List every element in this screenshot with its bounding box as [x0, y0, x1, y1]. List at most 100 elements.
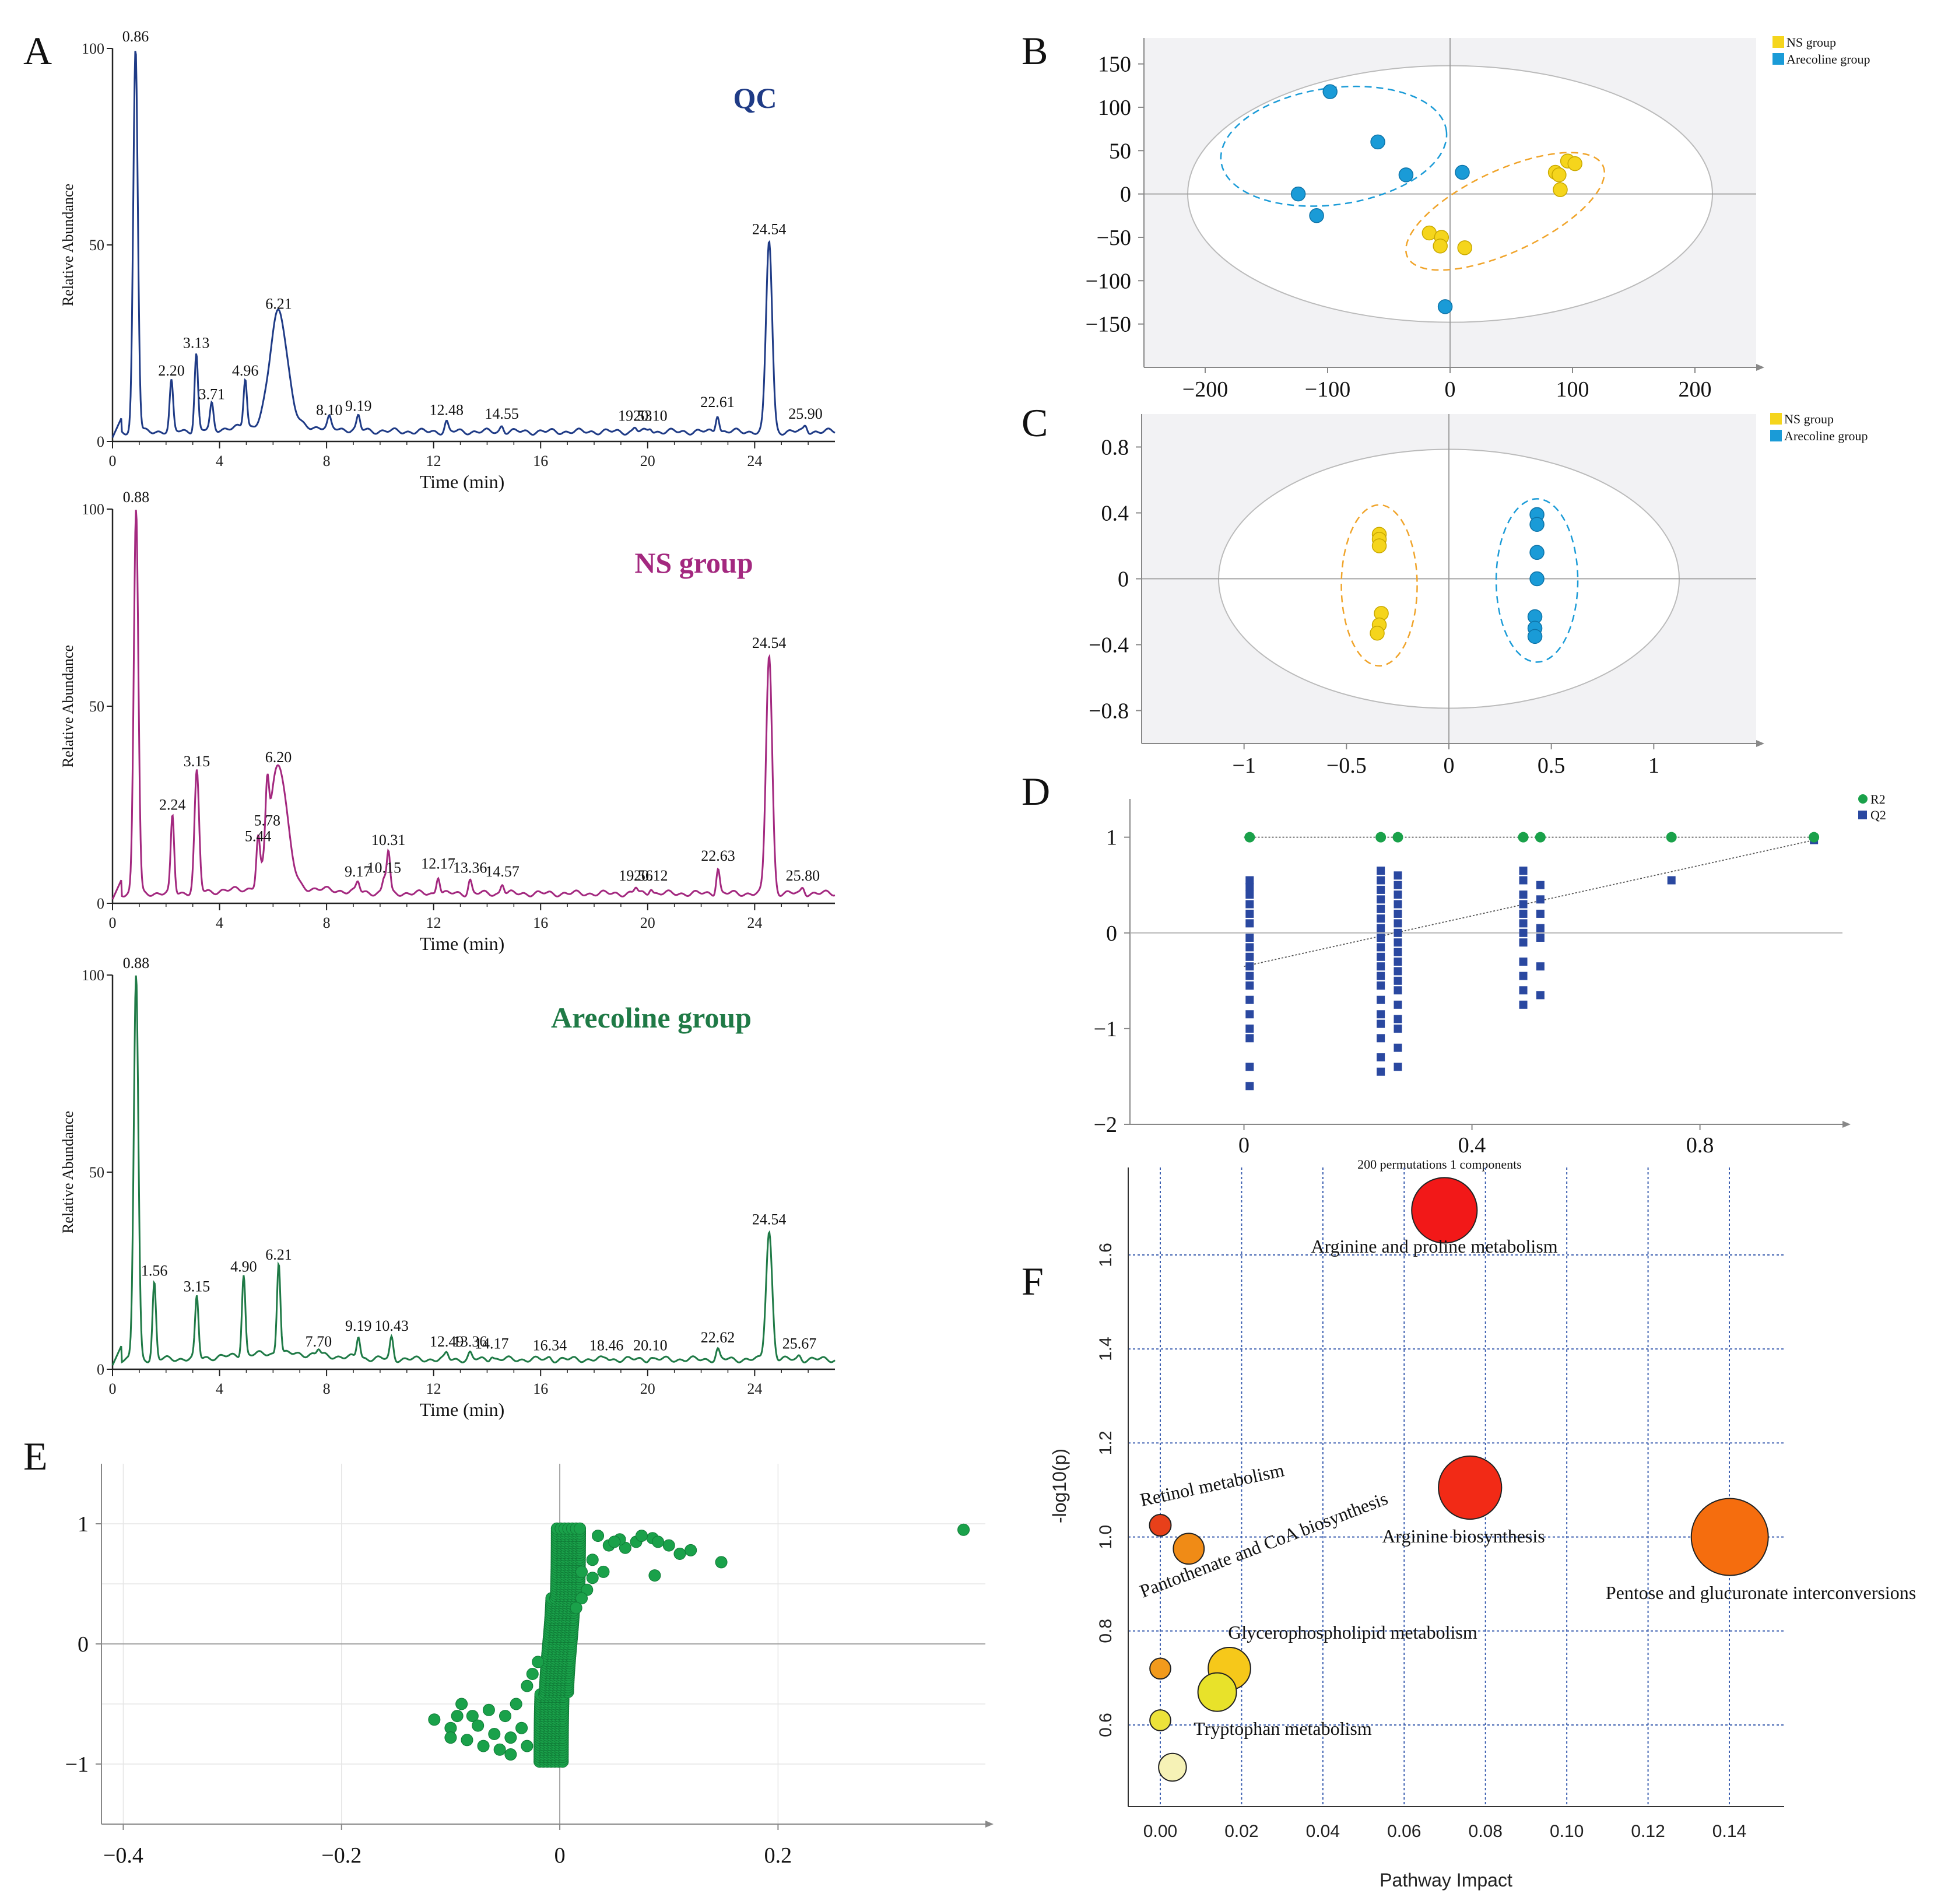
q2-point [1245, 952, 1254, 961]
loading-point [526, 1668, 539, 1680]
group-ellipse [1405, 152, 1606, 271]
loading-point [521, 1740, 533, 1752]
loading-point [428, 1713, 441, 1726]
peak-label: 10.31 [371, 832, 406, 848]
x-tick-label: 12 [426, 1380, 441, 1397]
chromatogram-3: 0 4 8 12 16 20 24 0 50 100 Time (min) Relative Abun… [59, 955, 836, 1420]
x-tick-label: 0 [554, 1843, 566, 1868]
x-tick-label: 16 [533, 1380, 548, 1397]
x-tick-label: −200 [1182, 377, 1228, 402]
q2-point [1394, 1000, 1402, 1009]
data-point [1322, 84, 1338, 99]
y-tick-label: 50 [89, 1164, 104, 1181]
chromatogram-title: QC [733, 82, 777, 114]
loading-point [466, 1710, 479, 1723]
q2-point [1377, 895, 1385, 904]
peak-label: 14.57 [485, 863, 520, 880]
q2-point [1394, 1015, 1402, 1023]
q2-point [1245, 890, 1254, 899]
legend-label: Arecoline group [1786, 52, 1870, 66]
r2-point [1666, 832, 1677, 843]
q2-point [1245, 1010, 1254, 1019]
y-tick-label: −50 [1097, 226, 1131, 250]
q2-point [1394, 909, 1402, 918]
chromatogram-2: 0 4 8 12 16 20 24 0 50 100 Time (min) Relative Abun… [59, 489, 836, 954]
x-tick-label: 0.12 [1631, 1822, 1665, 1841]
q2-point [1519, 890, 1528, 899]
chromatogram-title: NS group [634, 546, 753, 579]
peak-label: 22.62 [701, 1329, 735, 1346]
q2-point [1245, 981, 1254, 990]
q2-point [1519, 928, 1528, 937]
peak-label: 22.61 [700, 394, 735, 411]
peak-label: 9.19 [345, 1317, 372, 1334]
x-axis-title: Time (min) [420, 933, 505, 954]
loading-point [586, 1572, 599, 1584]
x-tick-label: 0 [109, 453, 117, 469]
loading-point [652, 1535, 665, 1548]
pathway-bubble [1149, 1709, 1171, 1731]
pathway-label: Arginine and proline metabolism [1311, 1236, 1557, 1257]
q2-point [1377, 924, 1385, 932]
q2-point [1377, 962, 1385, 971]
r2-point [1244, 832, 1255, 843]
loading-point [444, 1731, 457, 1744]
q2-point [1377, 943, 1385, 952]
x-tick-label: 100 [1556, 377, 1589, 402]
pathway-bubble [1411, 1177, 1478, 1244]
peak-label: 20.10 [633, 1337, 668, 1354]
q2-point [1394, 871, 1402, 880]
loading-point [635, 1530, 648, 1542]
x-axis-arrow [1842, 1121, 1851, 1128]
q2-point [1519, 986, 1528, 995]
q2-point [1245, 909, 1254, 918]
data-point [1370, 625, 1385, 641]
loading-point [504, 1731, 517, 1744]
x-tick-label: 0.8 [1686, 1133, 1714, 1158]
peak-label: 0.86 [122, 28, 149, 45]
peak-label: 12.48 [429, 401, 464, 418]
q2-point [1245, 972, 1254, 980]
data-point [1553, 182, 1568, 197]
q2-point [1377, 1034, 1385, 1043]
x-tick-label: 4 [216, 914, 223, 931]
r2-point [1375, 832, 1387, 843]
loading-point [455, 1698, 468, 1710]
x-tick-label: 0 [1445, 377, 1456, 402]
peak-label: 5.44 [245, 827, 272, 844]
panel-letter-c: C [1022, 401, 1048, 445]
peak-label: 8.10 [316, 401, 343, 418]
q2-point [1394, 986, 1402, 995]
loading-point [673, 1548, 686, 1560]
chromatogram-1: 0 4 8 12 16 20 24 0 50 100 Time (min) Relative Abun… [59, 28, 836, 492]
loading-point [570, 1601, 582, 1614]
chromatogram-trace [111, 51, 836, 438]
x-tick-label: 20 [640, 453, 655, 469]
q2-point [1394, 938, 1402, 947]
x-tick-label: −0.4 [103, 1843, 143, 1868]
legend-label: R2 [1870, 792, 1886, 807]
q2-point [1394, 948, 1402, 956]
s-plot: −0.4 −0.2 0 0.2 1 0 −1 [65, 1464, 994, 1868]
peak-label: 4.90 [230, 1258, 257, 1275]
y-tick-label: 100 [82, 967, 104, 984]
peak-label: 3.15 [184, 753, 210, 770]
pathway-bubble [1149, 1513, 1172, 1537]
q2-point [1536, 895, 1545, 904]
data-point [1457, 240, 1472, 255]
r2-point [1392, 832, 1403, 843]
q2-point [1245, 1082, 1254, 1090]
peak-label: 3.13 [183, 335, 210, 352]
peak-label: 22.63 [701, 847, 735, 864]
data-point [1398, 167, 1414, 183]
x-axis-arrow [985, 1821, 994, 1828]
x-tick-label: 0.10 [1550, 1822, 1584, 1841]
loading-point [451, 1710, 464, 1723]
peak-label: 25.90 [788, 405, 823, 422]
loading-point [574, 1522, 587, 1535]
peak-label: 7.70 [306, 1333, 332, 1350]
group-ellipse [1495, 498, 1579, 663]
y-tick-label: 0 [78, 1632, 89, 1657]
loading-point [532, 1656, 545, 1668]
y-tick-label: 150 [1098, 52, 1131, 77]
